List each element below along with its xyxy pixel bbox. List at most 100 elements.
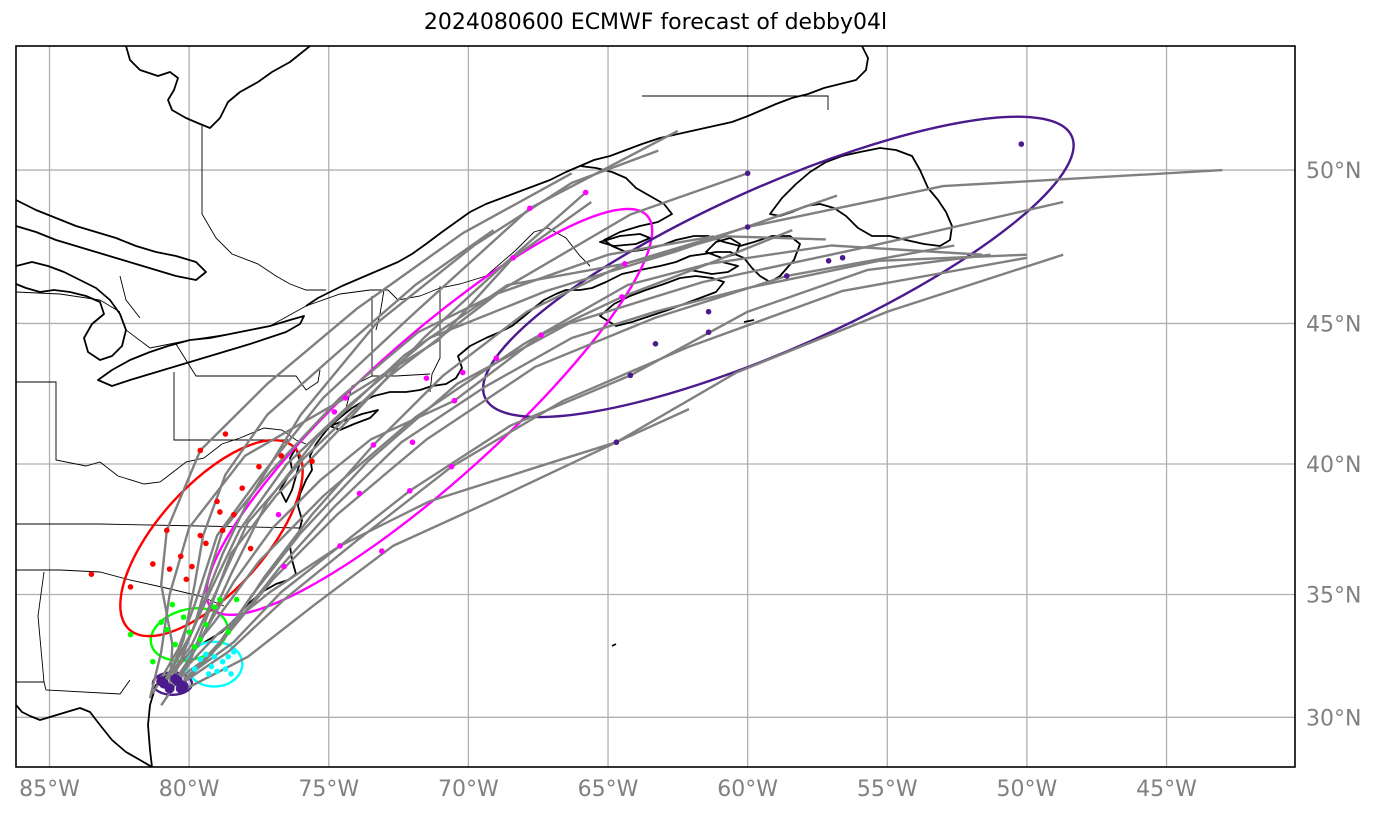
forecast-position-day2	[191, 666, 198, 672]
lon-tick-label: 85°W	[19, 777, 80, 802]
ensemble-track	[165, 172, 749, 680]
forecast-position-day5	[370, 442, 377, 448]
forecast-position-day4	[150, 561, 156, 567]
forecast-position-day5	[621, 261, 628, 267]
forecast-position-day5	[451, 397, 458, 404]
forecast-position-day4	[177, 553, 184, 560]
forecast-position-day1	[156, 676, 167, 687]
lat-tick-label: 35°N	[1306, 584, 1361, 609]
forecast-position-day4	[278, 453, 285, 459]
bermuda	[611, 643, 617, 647]
forecast-position-day1	[175, 683, 186, 694]
nova-scotia	[599, 275, 725, 327]
lon-tick-label: 80°W	[159, 777, 220, 802]
map-title: 2024080600 ECMWF forecast of debby04l	[423, 10, 888, 35]
forecast-position-day5	[275, 511, 282, 518]
ensemble-track	[165, 229, 495, 682]
forecast-position-day4	[219, 527, 226, 534]
forecast-position-day5	[406, 487, 413, 494]
forecast-position-day5	[342, 395, 349, 401]
ensemble-track	[177, 256, 1028, 687]
forecast-position-day4	[183, 576, 190, 583]
lon-tick-label: 60°W	[717, 777, 778, 802]
state-borders	[16, 95, 829, 695]
forecast-position-day4	[166, 566, 173, 572]
lon-tick-label: 65°W	[578, 777, 639, 802]
forecast-position-day5	[510, 254, 516, 261]
forecast-position-day4	[203, 540, 209, 547]
forecast-position-day4	[309, 458, 315, 465]
forecast-position-day2	[231, 649, 237, 655]
great-lakes-ontario-erie	[97, 315, 305, 387]
forecast-position-day3	[217, 596, 223, 603]
forecast-position-day6	[652, 341, 659, 347]
sable-island	[743, 319, 755, 323]
forecast-position-day5	[337, 543, 343, 549]
forecast-position-day3	[163, 626, 170, 633]
ensemble-positions	[88, 141, 1025, 694]
forecast-position-day2	[228, 671, 234, 677]
ensemble-track	[168, 168, 1223, 690]
forecast-position-day3	[127, 631, 134, 638]
forecast-position-day6	[744, 224, 751, 230]
forecast-position-day2	[219, 658, 226, 665]
forecast-position-day2	[197, 656, 204, 663]
lat-tick-label: 40°N	[1306, 453, 1361, 478]
hudson-bay-and-james-bay	[125, 46, 311, 129]
forecast-position-day5	[379, 548, 385, 554]
ensemble-track	[188, 253, 1027, 678]
ensemble-track	[179, 228, 793, 675]
lat-tick-label: 45°N	[1306, 312, 1361, 337]
forecast-position-day5	[582, 189, 589, 196]
forecast-position-day3	[169, 601, 176, 608]
forecast-position-day3	[191, 644, 198, 650]
lake-superior	[16, 199, 207, 281]
lon-tick-label: 45°W	[1136, 777, 1197, 802]
forecast-position-day5	[331, 409, 338, 415]
forecast-position-day4	[217, 509, 223, 515]
forecast-position-day4	[189, 563, 195, 570]
forecast-position-day5	[460, 369, 466, 376]
coastlines	[16, 46, 953, 767]
forecast-position-day6	[705, 308, 712, 315]
spread-ellipses	[119, 115, 1075, 696]
forecast-position-day5	[448, 463, 455, 470]
forecast-position-day6	[744, 170, 751, 177]
forecast-position-day5	[527, 205, 533, 212]
forecast-position-day3	[233, 596, 240, 603]
forecast-position-day4	[222, 431, 229, 437]
forecast-position-day3	[197, 636, 204, 643]
forecast-position-day3	[158, 619, 165, 625]
forecast-position-day3	[225, 629, 232, 635]
forecast-position-day2	[208, 663, 215, 670]
ensemble-track	[171, 244, 983, 675]
forecast-position-day4	[256, 463, 262, 470]
forecast-position-day4	[214, 498, 220, 505]
newfoundland	[769, 147, 953, 247]
forecast-position-day6	[839, 254, 846, 261]
forecast-position-day5	[281, 563, 287, 570]
us-east-coastline	[16, 165, 801, 767]
forecast-position-day5	[356, 490, 363, 497]
forecast-position-day6	[825, 258, 832, 264]
forecast-position-day6	[627, 372, 634, 379]
forecast-position-day5	[423, 375, 430, 381]
forecast-position-day4	[127, 584, 134, 590]
lon-tick-label: 75°W	[298, 777, 359, 802]
lon-tick-label: 55°W	[857, 777, 918, 802]
forecast-position-day2	[211, 653, 218, 660]
forecast-position-day3	[180, 614, 187, 620]
forecast-position-day4	[247, 545, 254, 552]
forecast-position-day2	[222, 666, 229, 672]
forecast-position-day2	[214, 668, 220, 675]
forecast-position-day6	[783, 273, 790, 279]
ensemble-track	[171, 235, 715, 682]
forecast-position-day5	[409, 439, 416, 446]
forecast-position-day5	[493, 355, 500, 362]
forecast-position-day2	[205, 671, 212, 677]
great-lakes-huron-michigan	[16, 261, 127, 361]
gulf-st-lawrence-north-shore	[579, 46, 869, 167]
forecast-position-day3	[186, 629, 192, 635]
forecast-position-day4	[197, 532, 204, 539]
